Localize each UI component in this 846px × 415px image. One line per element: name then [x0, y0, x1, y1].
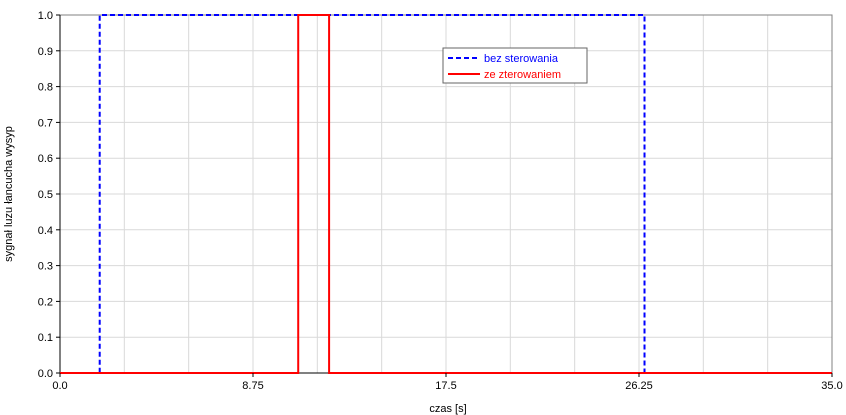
y-axis-label: sygnał luzu łancucha wysyp — [3, 126, 15, 262]
y-tick-label: 0.5 — [38, 189, 53, 201]
series-line-ze-zterowaniem — [60, 14, 832, 374]
legend-label-bez-sterowania: bez sterowania — [484, 53, 559, 65]
series-layer — [60, 14, 832, 374]
y-tick-label: 1.0 — [38, 10, 53, 22]
x-tick-label: 26.25 — [625, 380, 653, 392]
x-tick-label: 0.0 — [52, 380, 67, 392]
y-axis-ticks: 0.0 0.1 0.2 0.3 0.4 0.5 0.6 0.7 0.8 0.9 1.0 — [38, 10, 60, 380]
x-axis-label: czas [s] — [429, 403, 466, 415]
x-tick-label: 35.0 — [821, 380, 842, 392]
y-tick-label: 0.8 — [38, 82, 53, 94]
y-tick-label: 0.1 — [38, 332, 53, 344]
y-tick-label: 0.0 — [38, 368, 53, 380]
y-tick-label: 0.6 — [38, 153, 53, 165]
x-tick-label: 8.75 — [242, 380, 263, 392]
y-tick-label: 0.9 — [38, 46, 53, 58]
x-tick-label: 17.5 — [435, 380, 456, 392]
y-tick-label: 0.2 — [38, 296, 53, 308]
x-axis-ticks: 0.0 8.75 17.5 26.25 35.0 — [52, 373, 843, 392]
y-tick-label: 0.7 — [38, 117, 53, 129]
legend-label-ze-zterowaniem: ze zterowaniem — [484, 69, 561, 81]
y-tick-label: 0.4 — [38, 225, 53, 237]
legend-box — [442, 47, 588, 84]
legend: bez sterowania ze zterowaniem — [442, 47, 588, 84]
y-tick-label: 0.3 — [38, 261, 53, 273]
